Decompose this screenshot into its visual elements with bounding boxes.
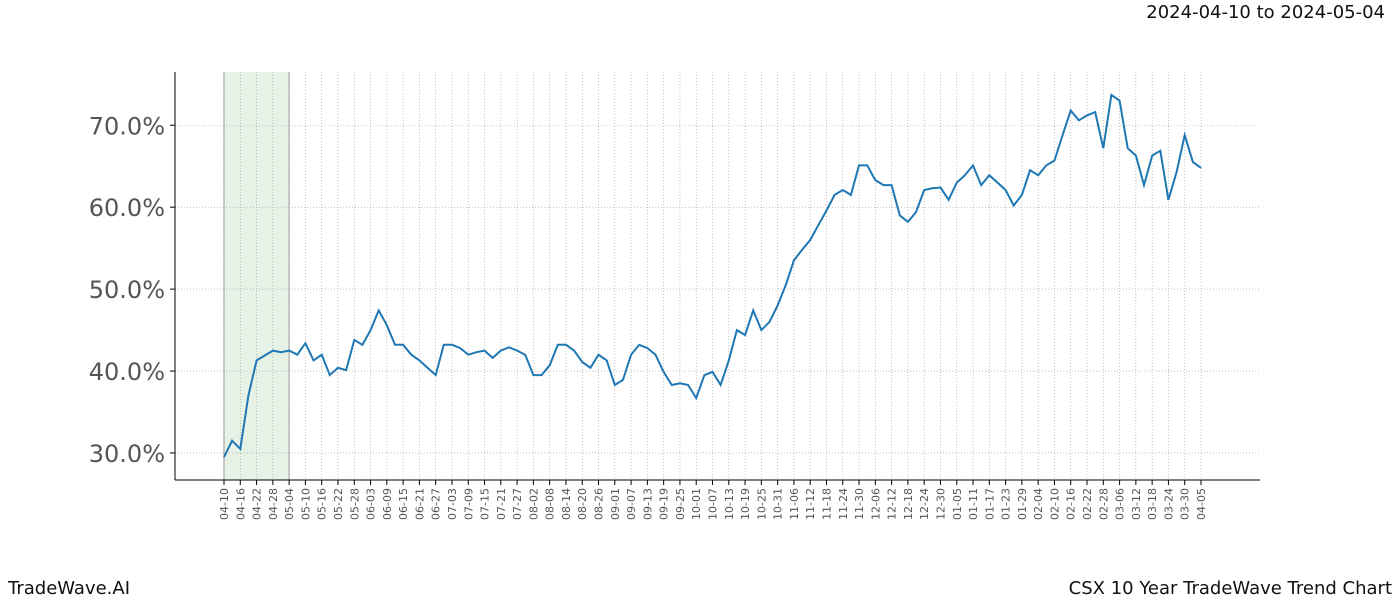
x-tick-label: 12-18 [902,488,915,520]
x-tick-label: 10-07 [707,488,720,520]
x-tick-label: 12-06 [869,488,882,520]
y-tick-label: 50.0% [89,276,165,304]
x-tick-label: 10-01 [690,488,703,520]
x-tick-label: 06-21 [413,488,426,520]
x-tick-label: 12-12 [886,488,899,520]
x-tick-label: 02-04 [1032,488,1045,520]
x-tick-label: 04-16 [234,488,247,520]
x-tick-label: 09-07 [625,488,638,520]
footer-left: TradeWave.AI [7,578,130,599]
x-tick-label: 03-30 [1179,488,1192,520]
x-tick-label: 03-12 [1130,488,1143,520]
x-tick-label: 06-15 [397,488,410,520]
x-tick-label: 11-12 [804,488,817,520]
x-tick-label: 04-22 [251,488,264,520]
x-tick-label: 05-04 [283,488,296,520]
data-line [223,93,1202,458]
x-tick-label: 05-22 [332,488,345,520]
x-tick-label: 11-18 [820,488,833,520]
y-tick-label: 70.0% [89,112,165,140]
x-tick-label: 02-22 [1081,488,1094,520]
x-tick-label: 01-11 [967,488,980,520]
x-tick-label: 01-17 [983,488,996,520]
x-tick-label: 05-16 [316,488,329,520]
x-tick-label: 09-19 [658,488,671,520]
x-tick-label: 07-09 [462,488,475,520]
x-tick-label: 11-30 [853,488,866,520]
x-tick-label: 06-09 [381,488,394,520]
x-tick-label: 11-24 [837,488,850,520]
x-tick-label: 01-05 [951,488,964,520]
x-tick-label: 02-10 [1048,488,1061,520]
x-tick-label: 06-27 [430,488,443,520]
x-tick-label: 03-18 [1146,488,1159,520]
x-tick-label: 09-13 [641,488,654,520]
y-tick-label: 60.0% [89,194,165,222]
x-tick-label: 07-15 [479,488,492,520]
x-tick-label: 04-28 [267,488,280,520]
x-tick-label: 07-03 [446,488,459,520]
x-tick-label: 09-25 [674,488,687,520]
x-tick-label: 01-23 [1000,488,1013,520]
x-tick-label: 10-31 [772,488,785,520]
x-tick-label: 03-24 [1162,488,1175,520]
x-tick-label: 05-28 [348,488,361,520]
x-tick-label: 08-14 [560,488,573,520]
x-tick-label: 02-28 [1097,488,1110,520]
x-tick-label: 08-02 [527,488,540,520]
x-tick-label: 06-03 [365,488,378,520]
x-tick-label: 07-27 [511,488,524,520]
x-tick-label: 11-06 [788,488,801,520]
x-tick-label: 04-10 [218,488,231,520]
y-tick-label: 30.0% [89,440,165,468]
x-tick-label: 08-08 [544,488,557,520]
x-tick-label: 09-01 [609,488,622,520]
x-tick-label: 08-20 [576,488,589,520]
x-tick-label: 12-24 [918,488,931,520]
x-tick-label: 04-05 [1195,488,1208,520]
footer-right: CSX 10 Year TradeWave Trend Chart [1069,578,1392,599]
x-tick-label: 10-13 [723,488,736,520]
x-tick-label: 10-19 [739,488,752,520]
chart-title: 2024-04-10 to 2024-05-04 [1146,2,1385,23]
y-tick-label: 40.0% [89,358,165,386]
x-tick-label: 07-21 [495,488,508,520]
x-tick-label: 10-25 [755,488,768,520]
x-tick-label: 03-06 [1114,488,1127,520]
x-tick-label: 02-16 [1065,488,1078,520]
x-tick-label: 01-29 [1016,488,1029,520]
x-tick-label: 12-30 [934,488,947,520]
x-tick-label: 08-26 [593,488,606,520]
x-tick-label: 05-10 [299,488,312,520]
